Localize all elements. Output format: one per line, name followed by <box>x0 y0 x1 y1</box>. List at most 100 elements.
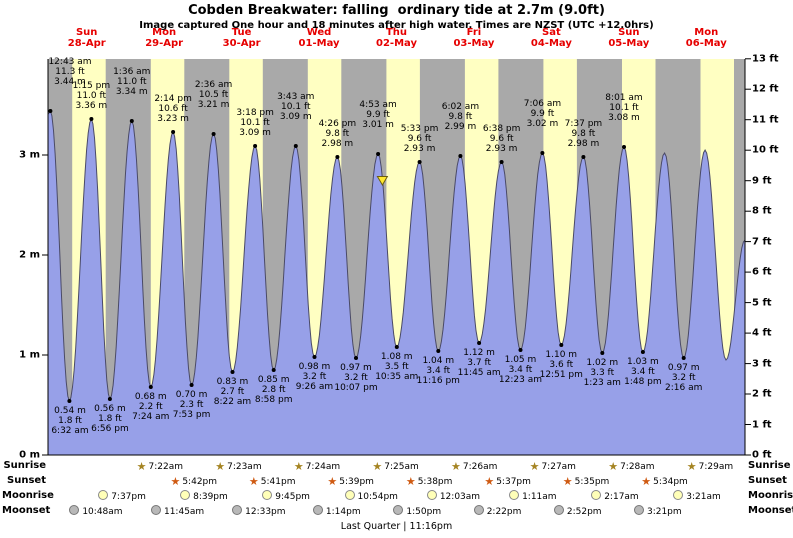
y-axis-right-label: 3 ft <box>752 358 772 370</box>
low-tide-label: 1.04 m 3.4 ft 11:16 pm <box>416 356 460 386</box>
low-tide-dot <box>271 368 276 372</box>
moonrise-time: 3:21am <box>686 492 721 502</box>
high-tide-dot <box>129 119 134 123</box>
moonset-entry: 11:45am <box>150 505 204 517</box>
sunset-icon: ★ <box>327 475 338 488</box>
moonset-icon <box>69 505 80 515</box>
moonset-time: 1:50pm <box>406 507 442 517</box>
sunset-row-label-left: Sunset <box>7 475 46 486</box>
low-tide-dot <box>148 385 153 389</box>
y-axis-left-label: 2 m <box>19 249 40 261</box>
moonrise-icon <box>180 490 191 500</box>
high-tide-label: 7:37 pm 9.8 ft 2.98 m <box>564 119 603 149</box>
low-tide-label: 1.03 m 3.4 ft 1:48 pm <box>624 357 662 387</box>
moonset-row-label-left: Moonset <box>2 505 51 516</box>
sunset-entry: ★ 5:42pm <box>170 475 217 488</box>
low-tide-label: 0.68 m 2.2 ft 7:24 am <box>132 392 170 422</box>
sunset-time: 5:38pm <box>417 477 453 487</box>
day-label: Tue 30-Apr <box>222 27 261 49</box>
low-tide-label: 0.98 m 3.2 ft 9:26 am <box>295 362 334 392</box>
y-axis-right-label: 8 ft <box>752 205 772 217</box>
moonset-entry: 12:33pm <box>232 505 286 517</box>
high-tide-label: 8:01 am 10.1 ft 3.08 m <box>605 93 643 123</box>
sunset-entry: ★ 5:41pm <box>249 475 296 488</box>
sunset-row-label-right: Sunset <box>748 475 787 486</box>
moonrise-icon <box>673 490 684 500</box>
sunset-entry: ★ 5:34pm <box>641 475 688 488</box>
moonset-icon <box>150 505 161 515</box>
sunrise-entry: ★ 7:27am <box>530 460 576 473</box>
moon-phase-label: Last Quarter | 11:16pm <box>340 521 453 532</box>
sunrise-entry: ★ 7:29am <box>687 460 733 473</box>
low-tide-dot <box>67 399 72 403</box>
moonset-entry: 2:22pm <box>473 505 521 517</box>
low-tide-label: 1.10 m 3.6 ft 12:51 pm <box>539 350 583 380</box>
moonset-time: 2:52pm <box>566 507 602 517</box>
low-tide-label: 0.54 m 1.8 ft 6:32 am <box>51 406 89 436</box>
sunset-time: 5:39pm <box>339 477 374 487</box>
high-tide-dot <box>458 154 463 158</box>
moonrise-entry: 8:39pm <box>180 490 228 502</box>
sunrise-icon: ★ <box>686 460 697 473</box>
sunset-icon: ★ <box>405 475 416 488</box>
high-tide-label: 5:33 pm 9.6 ft 2.93 m <box>400 124 439 154</box>
y-axis-left-label: 3 m <box>19 149 40 161</box>
moonset-entry: 10:48am <box>69 505 123 517</box>
day-label: Fri 03-May <box>453 27 495 49</box>
moonrise-entry: 12:03am <box>426 490 480 502</box>
y-axis-right-label: 0 ft <box>752 449 772 461</box>
y-axis-right-label: 11 ft <box>752 114 779 126</box>
high-tide-dot <box>417 160 422 164</box>
sunrise-icon: ★ <box>293 460 304 473</box>
tide-curve-fill <box>48 111 745 455</box>
moonset-row-label-right: Moonset <box>748 505 793 516</box>
sunrise-icon: ★ <box>529 460 540 473</box>
low-tide-dot <box>189 383 194 387</box>
sunrise-icon: ★ <box>450 460 461 473</box>
low-tide-dot <box>394 345 399 349</box>
sunset-entry: ★ 5:37pm <box>484 475 531 488</box>
moonset-icon <box>393 505 404 515</box>
moonrise-time: 1:11am <box>522 492 557 502</box>
high-tide-label: 1:36 am 11.0 ft 3.34 m <box>113 67 151 97</box>
moonrise-entry: 2:17am <box>591 490 639 502</box>
high-tide-label: 4:26 pm 9.8 ft 2.98 m <box>318 119 357 149</box>
high-tide-label: 7:06 am 9.9 ft 3.02 m <box>523 99 562 129</box>
day-label: Mon 06-May <box>685 27 727 49</box>
low-tide-label: 0.85 m 2.8 ft 8:58 pm <box>254 375 293 405</box>
high-tide-dot <box>171 130 176 134</box>
y-axis-left-label: 1 m <box>19 349 40 361</box>
y-axis-right-label: 7 ft <box>752 236 772 248</box>
low-tide-dot <box>681 356 686 360</box>
low-tide-label: 0.97 m 3.2 ft 10:07 pm <box>334 363 378 393</box>
high-tide-dot <box>581 155 586 159</box>
moonrise-entry: 10:54pm <box>344 490 398 502</box>
moonrise-entry: 3:21am <box>673 490 721 502</box>
moonset-icon <box>553 505 564 515</box>
y-axis-right-label: 9 ft <box>752 175 772 187</box>
moonset-icon <box>473 505 484 515</box>
moonset-time: 3:21pm <box>646 507 682 517</box>
moonrise-entry: 9:45pm <box>262 490 310 502</box>
sunset-entry: ★ 5:35pm <box>563 475 610 488</box>
sunset-time: 5:37pm <box>496 477 531 487</box>
sunrise-row-label-left: Sunrise <box>3 460 46 471</box>
moonrise-row-label-left: Moonrise <box>2 490 54 501</box>
high-tide-dot <box>211 132 216 136</box>
moonrise-time: 9:45pm <box>275 492 310 502</box>
tide-curve-line <box>47 110 746 403</box>
low-tide-dot <box>518 348 523 352</box>
moonset-time: 10:48am <box>82 507 123 517</box>
low-tide-label: 0.70 m 2.3 ft 7:53 pm <box>172 390 211 420</box>
moonrise-icon <box>98 490 109 500</box>
moonset-entry: 3:21pm <box>633 505 682 517</box>
low-tide-dot <box>559 343 564 347</box>
moonrise-time: 10:54pm <box>357 492 398 502</box>
sunrise-entry: ★ 7:28am <box>608 460 654 473</box>
high-tide-dot <box>253 144 258 148</box>
high-tide-label: 6:02 am 9.8 ft 2.99 m <box>441 102 480 132</box>
sunrise-icon: ★ <box>608 460 619 473</box>
y-axis-right-label: 12 ft <box>752 83 779 95</box>
